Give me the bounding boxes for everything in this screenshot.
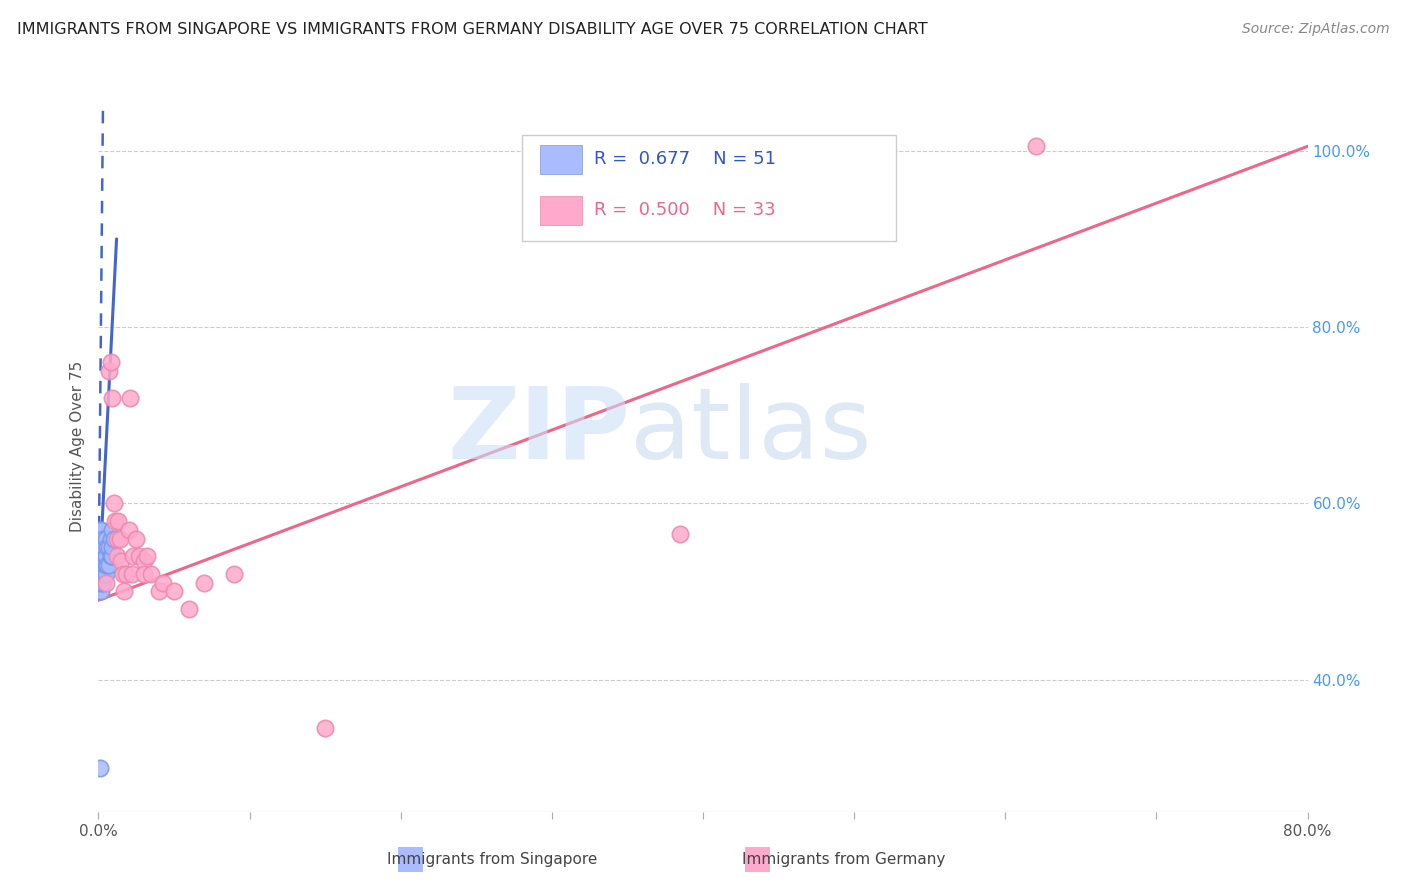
Point <box>163 584 186 599</box>
Point <box>132 553 155 567</box>
Point <box>89 575 111 590</box>
Point <box>98 541 121 555</box>
Point <box>141 566 163 581</box>
Point <box>94 549 117 563</box>
Point <box>152 575 174 590</box>
Point <box>96 541 118 555</box>
Point <box>122 549 145 563</box>
Point <box>89 549 111 563</box>
Point <box>89 566 111 581</box>
Point <box>98 364 121 378</box>
Point <box>105 549 128 563</box>
Point <box>121 566 143 581</box>
Point <box>89 532 111 546</box>
Point <box>89 566 111 581</box>
Point <box>93 566 115 581</box>
Point <box>89 532 111 546</box>
Point <box>93 558 115 572</box>
Point <box>111 566 134 581</box>
FancyBboxPatch shape <box>540 196 582 225</box>
Point <box>103 532 125 546</box>
Point <box>193 575 215 590</box>
Point <box>90 584 112 599</box>
Point <box>108 532 131 546</box>
Point <box>91 558 114 572</box>
Point <box>104 514 127 528</box>
Text: Immigrants from Germany: Immigrants from Germany <box>742 853 945 867</box>
Point <box>90 541 112 555</box>
Point <box>101 549 124 563</box>
Point <box>90 549 112 563</box>
Text: Immigrants from Singapore: Immigrants from Singapore <box>387 853 598 867</box>
Point <box>94 532 117 546</box>
Point <box>91 549 114 563</box>
Text: ZIP: ZIP <box>447 383 630 480</box>
Point <box>120 391 142 405</box>
Point <box>110 553 132 567</box>
FancyBboxPatch shape <box>540 145 582 174</box>
Point <box>89 575 111 590</box>
Point <box>1024 139 1046 153</box>
Point <box>90 523 112 537</box>
Point <box>89 566 111 581</box>
Point <box>101 391 124 405</box>
Text: R =  0.677    N = 51: R = 0.677 N = 51 <box>595 150 776 168</box>
Y-axis label: Disability Age Over 75: Disability Age Over 75 <box>69 360 84 532</box>
Point <box>89 549 111 563</box>
Point <box>114 566 136 581</box>
Point <box>135 549 157 563</box>
Point <box>94 558 117 572</box>
Point <box>94 566 117 581</box>
Point <box>125 532 148 546</box>
Point <box>89 566 111 581</box>
Point <box>89 558 111 572</box>
Point <box>93 541 115 555</box>
Point <box>89 523 111 537</box>
Point <box>107 514 129 528</box>
Point <box>103 496 125 510</box>
Point <box>101 523 124 537</box>
Point <box>91 566 114 581</box>
Point <box>89 584 111 599</box>
Point <box>89 558 111 572</box>
Point <box>132 566 155 581</box>
Text: atlas: atlas <box>630 383 872 480</box>
Point <box>94 575 117 590</box>
Point <box>89 761 111 775</box>
Point <box>96 558 118 572</box>
Point <box>148 584 170 599</box>
Point <box>105 532 128 546</box>
Point <box>112 584 135 599</box>
Text: IMMIGRANTS FROM SINGAPORE VS IMMIGRANTS FROM GERMANY DISABILITY AGE OVER 75 CORR: IMMIGRANTS FROM SINGAPORE VS IMMIGRANTS … <box>17 22 928 37</box>
Point <box>90 566 112 581</box>
Point <box>89 575 111 590</box>
FancyBboxPatch shape <box>522 135 897 241</box>
Point <box>91 575 114 590</box>
Point <box>224 566 246 581</box>
Point <box>89 541 111 555</box>
Point <box>100 532 122 546</box>
Point <box>91 532 114 546</box>
Point <box>100 355 122 369</box>
Point <box>90 575 112 590</box>
Text: R =  0.500    N = 33: R = 0.500 N = 33 <box>595 201 776 219</box>
Point <box>669 527 692 541</box>
Point <box>89 558 111 572</box>
Point <box>89 541 111 555</box>
Point <box>89 549 111 563</box>
Point <box>101 541 124 555</box>
Point <box>98 558 121 572</box>
Point <box>128 549 150 563</box>
Point <box>179 602 201 616</box>
Text: Source: ZipAtlas.com: Source: ZipAtlas.com <box>1241 22 1389 37</box>
Point <box>118 523 141 537</box>
Point <box>89 566 111 581</box>
Point <box>90 558 112 572</box>
Point <box>89 541 111 555</box>
Point <box>314 721 336 735</box>
Point <box>100 549 122 563</box>
